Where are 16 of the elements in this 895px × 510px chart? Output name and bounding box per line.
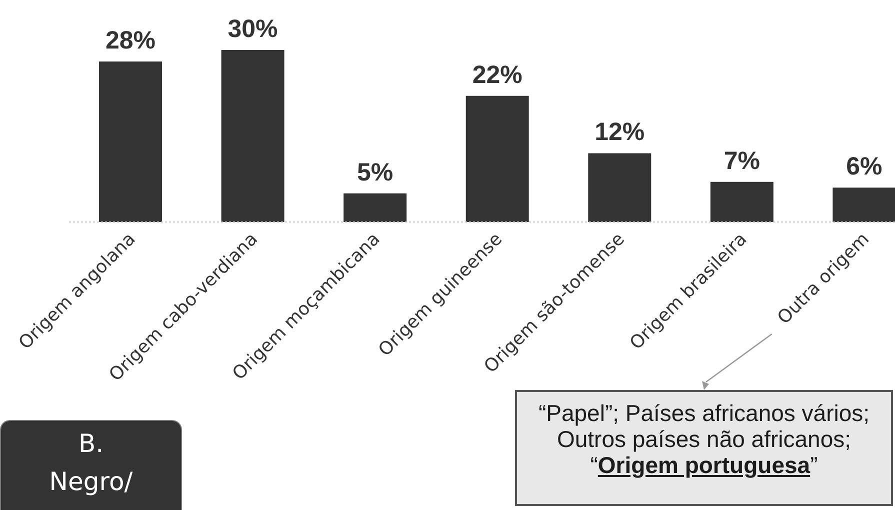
callout-box: “Papel”; Países africanos vários; Outros países não africanos; “Origem portuguesa” <box>515 390 893 506</box>
bar <box>710 182 774 222</box>
label-box: B. Negro/ <box>0 420 182 510</box>
data-label: 12% <box>594 118 645 146</box>
bar <box>99 61 162 222</box>
data-label: 6% <box>846 152 882 181</box>
bar <box>588 153 652 222</box>
data-label: 30% <box>228 15 278 43</box>
bar <box>344 193 407 222</box>
bar <box>221 50 284 222</box>
data-label: 22% <box>472 60 522 89</box>
data-label: 28% <box>105 26 156 54</box>
data-label: 5% <box>357 158 394 186</box>
data-label: 7% <box>724 146 760 175</box>
bar <box>466 96 529 222</box>
bar <box>832 188 895 222</box>
